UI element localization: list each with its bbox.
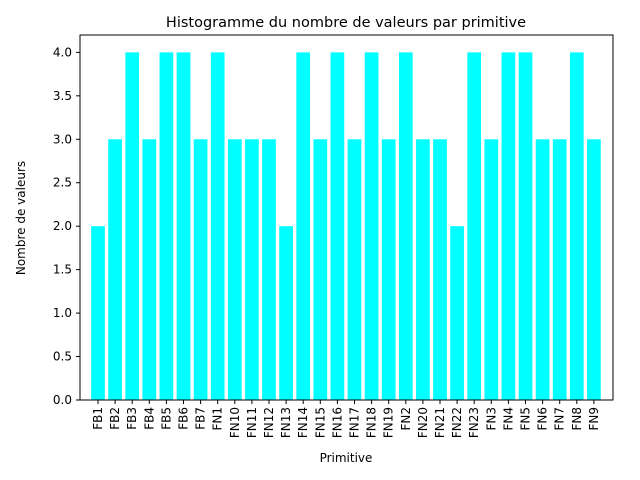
bar-FB4	[142, 139, 157, 401]
bar-FN22	[450, 226, 464, 400]
bar-FB1	[91, 226, 105, 400]
bar-FN23	[467, 52, 482, 400]
bar-FN14	[296, 52, 311, 400]
x-tick-label: FB2	[108, 407, 122, 430]
x-axis-ticks: FB1 FB2 FB3 FB4 FB5 FB6 FB7 FN1 FN10 FN11 FN12 FN13…	[91, 400, 601, 438]
x-tick-label: FB1	[91, 407, 105, 430]
x-tick-label: FN9	[587, 407, 601, 431]
x-tick-label: FB3	[125, 407, 139, 430]
x-tick-label: FN18	[365, 407, 379, 438]
x-tick-label: FN16	[330, 407, 344, 438]
x-tick-label: FN12	[262, 407, 276, 438]
bars-group	[91, 52, 601, 401]
bar-FN7	[552, 139, 567, 401]
x-tick-label: FN20	[416, 407, 430, 438]
bar-FN12	[262, 139, 276, 401]
x-tick-label: FN4	[501, 407, 515, 431]
x-tick-label: FN19	[382, 407, 396, 438]
bar-FN19	[381, 139, 396, 401]
y-tick-label: 3.5	[53, 89, 72, 103]
x-tick-label: FB6	[177, 407, 191, 430]
x-tick-label: FN11	[245, 407, 259, 438]
bar-FN16	[330, 52, 345, 400]
bar-FN4	[501, 52, 516, 400]
y-tick-label: 1.0	[53, 306, 72, 320]
bar-FN15	[313, 139, 328, 401]
bar-FN9	[587, 139, 601, 401]
bar-FN6	[535, 139, 550, 401]
bar-FN2	[398, 52, 413, 400]
x-tick-label: FB4	[142, 407, 156, 430]
plot-frame	[79, 34, 614, 401]
bar-FN3	[484, 139, 499, 401]
x-tick-label: FN3	[484, 407, 498, 431]
y-tick-label: 0.5	[53, 350, 72, 364]
bar-FN13	[279, 226, 293, 400]
y-tick-label: 1.5	[53, 263, 72, 277]
x-tick-label: FB7	[194, 407, 208, 430]
bar-FN8	[569, 52, 584, 400]
x-tick-label: FN10	[228, 407, 242, 438]
y-tick-label: 2.5	[53, 176, 72, 190]
bar-FB7	[193, 139, 208, 401]
bar-FN17	[347, 139, 362, 401]
bar-FB2	[108, 139, 122, 401]
y-tick-label: 0.0	[53, 393, 72, 407]
x-tick-label: FN17	[348, 407, 362, 438]
x-axis-label: Primitive	[320, 451, 373, 465]
x-tick-label: FN14	[296, 407, 310, 438]
y-tick-label: 4.0	[53, 45, 72, 59]
x-tick-label: FN7	[553, 407, 567, 431]
bar-FN18	[364, 52, 379, 400]
x-tick-label: FN15	[313, 407, 327, 438]
y-tick-label: 3.0	[53, 132, 72, 146]
y-axis-ticks: 0.0 0.5 1.0 1.5 2.0 2.5 3.0 3.5 4.0	[53, 45, 80, 407]
x-tick-label: FB5	[159, 407, 173, 430]
bar-FB6	[176, 52, 191, 400]
bar-FB5	[159, 52, 174, 400]
x-tick-label: FN2	[399, 407, 413, 431]
bar-FN11	[245, 139, 259, 401]
x-tick-label: FN5	[519, 407, 533, 431]
y-tick-label: 2.0	[53, 219, 72, 233]
bar-FN1	[210, 52, 225, 400]
bar-FN21	[433, 139, 447, 401]
x-tick-label: FN13	[279, 407, 293, 438]
x-tick-label: FN8	[570, 407, 584, 431]
x-tick-label: FN22	[450, 407, 464, 438]
bar-FN20	[416, 139, 430, 401]
y-axis-label: Nombre de valeurs	[14, 161, 28, 275]
bar-FN10	[227, 139, 242, 401]
x-tick-label: FN23	[467, 407, 481, 438]
chart-title: Histogramme du nombre de valeurs par pri…	[166, 15, 526, 31]
bar-FN5	[518, 52, 533, 400]
x-tick-label: FN1	[211, 407, 225, 431]
bar-FB3	[125, 52, 140, 400]
x-tick-label: FN21	[433, 407, 447, 438]
x-tick-label: FN6	[536, 407, 550, 431]
